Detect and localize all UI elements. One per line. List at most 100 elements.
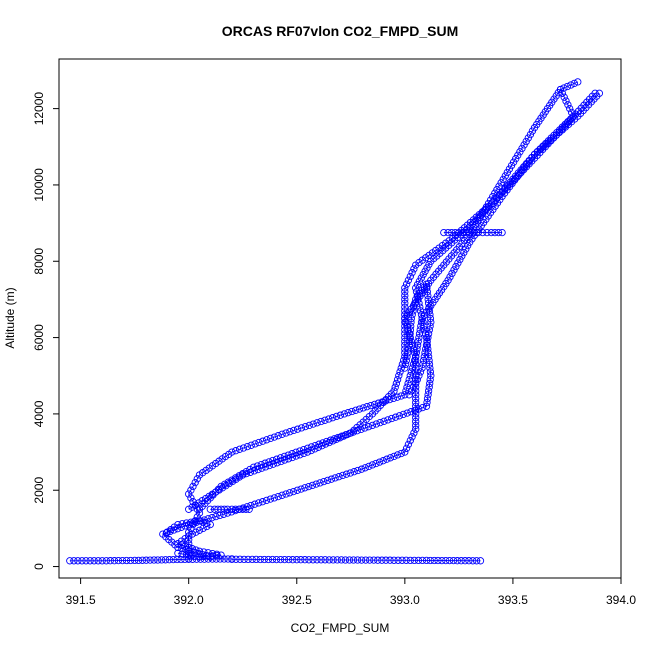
data-point bbox=[297, 556, 305, 564]
data-point bbox=[273, 455, 281, 463]
data-point bbox=[345, 556, 354, 564]
data-point bbox=[239, 444, 248, 452]
data-point bbox=[212, 512, 220, 521]
data-point bbox=[200, 552, 208, 561]
data-point bbox=[270, 433, 279, 441]
data-point bbox=[308, 481, 317, 490]
data-point bbox=[392, 379, 401, 388]
data-point bbox=[288, 450, 296, 458]
data-point bbox=[66, 557, 74, 565]
data-point bbox=[159, 530, 167, 538]
data-point bbox=[410, 356, 419, 365]
data-point bbox=[158, 556, 166, 564]
data-point bbox=[556, 85, 565, 94]
data-point bbox=[236, 555, 244, 563]
data-point bbox=[462, 245, 470, 253]
data-point bbox=[402, 444, 411, 452]
data-point bbox=[182, 551, 191, 559]
data-point bbox=[309, 556, 317, 564]
data-point bbox=[301, 422, 310, 431]
data-point bbox=[278, 430, 286, 438]
data-point bbox=[243, 442, 252, 451]
data-point bbox=[461, 557, 469, 565]
data-point bbox=[282, 490, 290, 498]
data-point bbox=[402, 356, 410, 365]
data-point bbox=[407, 322, 415, 330]
data-point bbox=[185, 540, 193, 548]
data-point bbox=[412, 383, 420, 391]
data-point bbox=[457, 557, 465, 565]
data-point bbox=[419, 356, 428, 365]
data-point bbox=[266, 495, 275, 503]
data-point bbox=[177, 541, 186, 549]
y-tick-label: 6000 bbox=[32, 324, 46, 351]
data-point bbox=[407, 387, 415, 395]
data-point bbox=[386, 454, 395, 462]
data-point bbox=[185, 528, 193, 536]
data-point bbox=[217, 551, 225, 559]
data-point bbox=[401, 284, 409, 292]
data-point bbox=[235, 445, 244, 453]
data-point bbox=[292, 452, 300, 460]
data-point bbox=[90, 557, 98, 565]
data-point bbox=[410, 349, 419, 357]
data-point bbox=[412, 372, 420, 380]
data-point bbox=[401, 326, 409, 334]
data-point bbox=[434, 556, 442, 565]
data-point bbox=[181, 534, 189, 543]
data-point bbox=[131, 556, 139, 565]
y-tick-label: 2000 bbox=[32, 477, 46, 504]
data-point bbox=[297, 485, 305, 493]
data-point bbox=[426, 375, 434, 384]
data-point bbox=[242, 505, 250, 513]
data-point bbox=[305, 482, 313, 491]
data-point bbox=[314, 443, 323, 451]
data-point bbox=[343, 430, 351, 439]
data-point bbox=[355, 405, 364, 413]
data-point bbox=[277, 457, 285, 466]
data-point bbox=[170, 526, 178, 534]
data-point bbox=[409, 307, 417, 315]
data-point bbox=[416, 326, 424, 334]
data-point bbox=[570, 79, 578, 88]
data-point bbox=[401, 391, 409, 399]
x-tick-label: 393.0 bbox=[390, 593, 420, 607]
data-point bbox=[406, 333, 414, 342]
data-point bbox=[364, 423, 373, 431]
data-point bbox=[325, 556, 333, 564]
data-point bbox=[462, 228, 470, 237]
data-point bbox=[425, 307, 434, 315]
data-point bbox=[416, 307, 425, 315]
data-point bbox=[474, 228, 482, 237]
data-point bbox=[406, 556, 414, 565]
data-point bbox=[318, 442, 326, 450]
data-point bbox=[448, 228, 456, 237]
data-point bbox=[204, 552, 212, 560]
data-point bbox=[412, 425, 420, 433]
data-point bbox=[206, 520, 214, 529]
data-point bbox=[280, 452, 289, 461]
data-point bbox=[401, 307, 409, 315]
data-point bbox=[395, 412, 404, 420]
data-point bbox=[264, 555, 273, 564]
data-point bbox=[505, 165, 514, 173]
data-point bbox=[425, 326, 433, 334]
data-point bbox=[388, 414, 396, 423]
data-point bbox=[407, 318, 415, 326]
data-point bbox=[380, 417, 388, 425]
data-point bbox=[284, 455, 293, 463]
data-point bbox=[235, 505, 243, 513]
data-point bbox=[422, 280, 431, 288]
data-point bbox=[247, 441, 255, 449]
data-point bbox=[421, 326, 429, 334]
data-point bbox=[401, 360, 410, 368]
data-point bbox=[301, 556, 309, 564]
data-point bbox=[199, 524, 207, 533]
data-point bbox=[401, 291, 409, 300]
data-point bbox=[265, 458, 273, 466]
y-tick-label: 10000 bbox=[32, 168, 46, 202]
data-point bbox=[413, 375, 421, 384]
data-point bbox=[106, 557, 114, 565]
data-point bbox=[165, 556, 174, 564]
